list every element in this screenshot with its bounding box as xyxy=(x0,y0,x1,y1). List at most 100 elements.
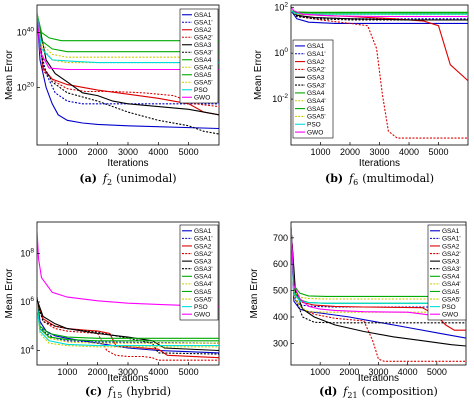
y-tick-exponent: 2 xyxy=(284,1,288,8)
legend-box xyxy=(179,224,219,321)
y-tick-base: 10 xyxy=(20,249,30,259)
series-line-gsa3-prime xyxy=(291,10,468,21)
caption-letter: (c) xyxy=(85,385,102,398)
legend-entry: GSA5 xyxy=(194,72,212,79)
series-line-gsa4-prime xyxy=(37,304,219,344)
legend: GSA1GSA1'GSA2GSA2'GSA3GSA3'GSA4GSA4'GSA5… xyxy=(427,224,467,321)
caption-function: f xyxy=(102,172,109,185)
legend-entry: GSA2' xyxy=(194,251,213,258)
chart-panel-d: 1000 2000 3000 4000 5000 300 400 500 600 700 Itera… xyxy=(249,221,467,400)
series-line-gsa4-prime xyxy=(37,13,219,58)
panel-caption: (d) f21 (composition) xyxy=(319,385,438,400)
legend-entry: GSA2 xyxy=(442,243,460,250)
legend-entry: GSA5' xyxy=(194,296,213,303)
caption-subscript: 6 xyxy=(353,178,358,187)
x-axis-label: Iterations xyxy=(359,158,400,169)
caption-kind: (composition) xyxy=(362,385,438,398)
y-tick-label: 100 xyxy=(274,47,288,58)
legend-entry: GSA1' xyxy=(307,51,326,58)
y-tick-label: 102 xyxy=(274,1,288,12)
x-tick-label: 5000 xyxy=(179,147,199,157)
legend-entry: PSO xyxy=(194,304,208,311)
y-tick-label: 10-2 xyxy=(272,93,288,104)
chart-panel-a: 1000 2000 3000 4000 500010201040IterationsMe… xyxy=(4,4,220,187)
y-tick-label: 108 xyxy=(20,248,34,259)
legend-entry: GSA4 xyxy=(194,57,212,64)
x-tick-label: 1000 xyxy=(310,147,330,157)
legend-entry: GSA3 xyxy=(194,42,212,49)
panel-caption: (c) f15 (hybrid) xyxy=(85,385,171,400)
y-axis-label: Mean Error xyxy=(4,268,15,319)
legend-entry: GSA3' xyxy=(307,82,326,89)
legend-entry: GSA4 xyxy=(307,90,325,97)
caption-kind: (multimodal) xyxy=(362,172,434,185)
panel-caption: (a) f2 (unimodal) xyxy=(79,172,176,187)
legend-entry: GWO xyxy=(442,312,458,319)
legend-entry: GSA4' xyxy=(307,98,326,105)
y-tick-exponent: 40 xyxy=(27,26,35,33)
legend-entry: GSA3' xyxy=(442,266,461,273)
x-axis-label: Iterations xyxy=(107,158,148,169)
x-tick-label: 4000 xyxy=(148,147,168,157)
caption-subscript: 15 xyxy=(112,391,122,400)
legend-entry: GSA1 xyxy=(194,12,212,19)
series-line-gsa1 xyxy=(291,227,466,339)
legend-entry: GSA1' xyxy=(194,236,213,243)
legend-box xyxy=(179,8,219,104)
caption-kind: (hybrid) xyxy=(126,385,171,398)
y-axis-label: Mean Error xyxy=(253,49,264,100)
legend-entry: PSO xyxy=(442,304,456,311)
y-tick-exponent: -2 xyxy=(282,93,288,100)
series-line-gsa2-prime xyxy=(37,13,219,108)
legend-entry: GSA5 xyxy=(307,106,325,113)
legend-entry: PSO xyxy=(307,122,321,129)
series-line-gsa3 xyxy=(37,13,219,116)
chart-panel-c: 1000 2000 3000 4000 5000104106108IterationsM… xyxy=(4,221,220,400)
x-tick-label: 2000 xyxy=(88,147,108,157)
legend-box xyxy=(292,39,334,139)
y-tick-base: 10 xyxy=(272,94,282,104)
caption-function: f xyxy=(348,172,355,185)
series-line-pso xyxy=(37,13,219,64)
series-line-gsa3-prime xyxy=(37,13,219,135)
caption-letter: (d) xyxy=(319,385,337,398)
legend-entry: GSA5' xyxy=(194,80,213,87)
y-tick-exponent: 6 xyxy=(30,296,34,303)
legend-entry: GSA1 xyxy=(194,228,212,235)
x-tick-label: 5000 xyxy=(427,367,447,377)
caption-subscript: 21 xyxy=(347,391,357,400)
y-tick-label: 600 xyxy=(273,259,288,269)
series-line-gsa2 xyxy=(37,13,219,116)
x-tick-label: 3000 xyxy=(118,367,138,377)
series-line-gsa2-prime xyxy=(291,227,466,362)
series-line-gsa3-prime xyxy=(37,301,219,355)
y-tick-label: 300 xyxy=(273,338,288,348)
x-tick-label: 3000 xyxy=(369,147,389,157)
legend-entry: PSO xyxy=(194,87,208,94)
y-tick-label: 400 xyxy=(273,312,288,322)
y-tick-base: 10 xyxy=(20,345,30,355)
y-tick-label: 106 xyxy=(20,296,34,307)
panel-caption: (b) f6 (multimodal) xyxy=(325,172,434,187)
legend-entry: GSA3 xyxy=(194,258,212,265)
legend-entry: GSA5' xyxy=(442,296,461,303)
caption-letter: (a) xyxy=(79,172,97,185)
legend-entry: GSA1' xyxy=(442,236,461,243)
series-line-gsa5 xyxy=(291,10,468,14)
y-tick-exponent: 8 xyxy=(30,248,34,255)
x-tick-label: 2000 xyxy=(340,147,360,157)
series-line-gwo xyxy=(37,13,219,71)
legend: GSA1GSA1'GSA2GSA2'GSA3GSA3'GSA4GSA4'GSA5… xyxy=(292,39,334,139)
series-line-pso xyxy=(37,304,219,347)
y-tick-exponent: 4 xyxy=(30,344,34,351)
x-tick-label: 4000 xyxy=(399,147,419,157)
legend-entry: GSA1 xyxy=(307,43,325,50)
x-tick-label: 4000 xyxy=(148,367,168,377)
series-group xyxy=(37,229,219,361)
caption-subscript: 2 xyxy=(107,178,112,187)
series-line-gsa4 xyxy=(37,13,219,42)
legend-entry: GSA3 xyxy=(307,75,325,82)
caption-letter: (b) xyxy=(325,172,343,185)
legend-entry: GSA4 xyxy=(194,274,212,281)
